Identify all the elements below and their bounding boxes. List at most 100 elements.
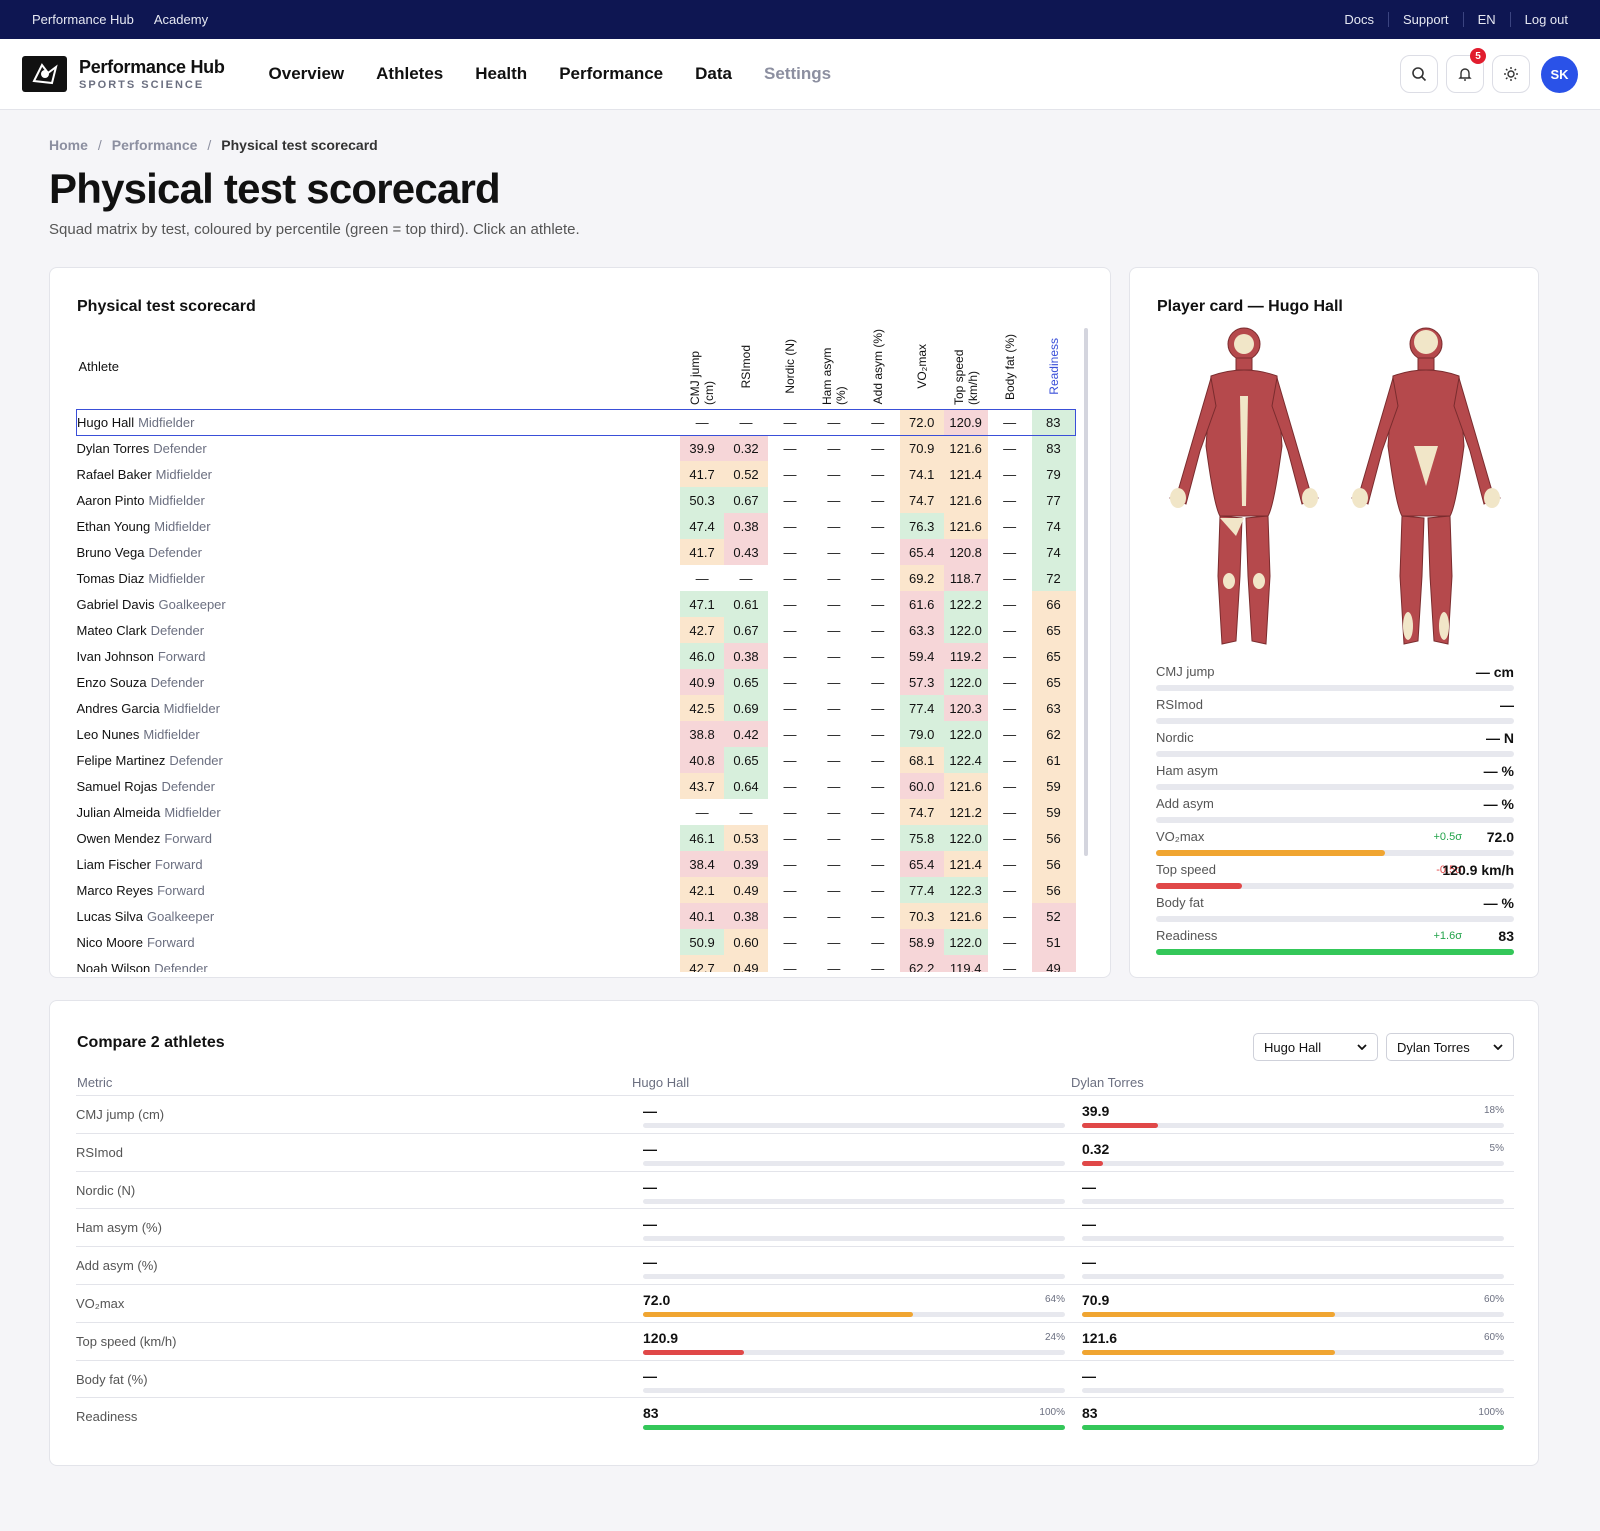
athlete-row[interactable]: Dylan Torres Defender 39.9 0.32— — —70.9 121.6… [77,435,1076,461]
score-cell[interactable]: — [783,648,797,664]
score-cell[interactable]: — [871,804,885,820]
athlete-row[interactable]: Liam Fischer Forward 38.4 0.39— — —65.4 121.4—… [77,851,1076,877]
score-cell[interactable]: 58.9 [899,929,944,955]
score-cell[interactable]: — [1003,778,1017,794]
athlete-row[interactable]: Felipe Martinez Defender 40.8 0.65— — —68.1 12… [77,747,1076,773]
score-cell[interactable]: — [871,830,885,846]
score-cell[interactable]: 62.2 [899,955,944,972]
score-cell[interactable]: — [827,882,841,898]
score-cell[interactable]: 47.4 [680,513,725,539]
athlete-row[interactable]: Leo Nunes Midfielder 38.8 0.42— — —79.0 122.0—… [77,721,1076,747]
score-cell[interactable]: — [871,882,885,898]
score-cell[interactable]: — [1003,908,1017,924]
score-cell[interactable]: — [827,856,841,872]
score-cell[interactable]: 0.53 [724,825,768,851]
score-cell[interactable]: 63 [1031,695,1076,721]
score-cell[interactable]: — [1003,492,1017,508]
score-cell[interactable]: 0.38 [724,513,768,539]
score-cell[interactable]: — [783,882,797,898]
test-column-header[interactable]: Body fat (%) [988,325,1032,409]
athlete-row[interactable]: Nico Moore Forward 50.9 0.60— — —58.9 122.0—51 [77,929,1076,955]
score-cell[interactable]: — [827,934,841,950]
score-cell[interactable]: 121.6 [943,903,988,929]
score-cell[interactable]: — [871,674,885,690]
score-cell[interactable]: — [783,466,797,482]
score-cell[interactable]: 0.49 [724,877,768,903]
score-cell[interactable]: — [695,570,709,586]
score-cell[interactable]: 56 [1031,851,1076,877]
score-cell[interactable]: 56 [1031,877,1076,903]
score-cell[interactable]: 0.32 [724,435,768,461]
score-cell[interactable]: — [871,960,885,973]
athlete-cell[interactable]: Samuel Rojas Defender [77,773,681,799]
score-cell[interactable]: 122.0 [943,721,988,747]
score-cell[interactable]: — [855,408,900,436]
score-cell[interactable]: 50.3 [680,487,725,513]
score-cell[interactable]: — [871,700,885,716]
score-cell[interactable]: — [827,830,841,846]
athlete-cell[interactable]: Andres Garcia Midfielder [77,695,681,721]
score-cell[interactable]: — [1003,596,1017,612]
topbar-link-performance-hub[interactable]: Performance Hub [32,12,134,27]
language-switch[interactable]: EN [1462,12,1510,27]
score-cell[interactable]: 74.7 [899,799,944,825]
athlete-row[interactable]: Andres Garcia Midfielder 42.5 0.69— — —77.4 12… [77,695,1076,721]
score-cell[interactable]: — [783,778,797,794]
score-cell[interactable]: 122.0 [943,929,988,955]
logout-link[interactable]: Log out [1509,12,1568,27]
score-cell[interactable]: 38.4 [680,851,725,877]
score-cell[interactable]: 51 [1031,929,1076,955]
score-cell[interactable]: 60.0 [899,773,944,799]
score-cell[interactable]: — [1003,960,1017,973]
theme-toggle-button[interactable] [1492,55,1530,93]
score-cell[interactable]: — [827,648,841,664]
score-cell[interactable]: 0.61 [724,591,768,617]
athlete-cell[interactable]: Noah Wilson Defender [77,955,681,973]
athlete-row[interactable]: Marco Reyes Forward 42.1 0.49— — —77.4 122.3—5… [77,877,1076,903]
score-cell[interactable]: — [1003,726,1017,742]
score-cell[interactable]: 122.0 [943,669,988,695]
score-cell[interactable]: — [827,804,841,820]
notifications-button[interactable]: 5 [1446,48,1486,93]
athlete-a-select[interactable]: Hugo Hall [1253,1033,1378,1061]
test-column-header[interactable]: Ham asym (%) [812,325,856,409]
score-cell[interactable]: 40.1 [680,903,725,929]
breadcrumb-home[interactable]: Home [49,137,88,153]
athlete-cell[interactable]: Lucas Silva Goalkeeper [77,903,681,929]
score-cell[interactable]: 0.65 [724,669,768,695]
score-cell[interactable]: 76.3 [899,513,944,539]
score-cell[interactable]: — [767,408,812,436]
score-cell[interactable]: 70.3 [899,903,944,929]
athlete-row[interactable]: Noah Wilson Defender 42.7 0.49— — —62.2 119.4—… [77,955,1076,972]
score-cell[interactable]: — [871,934,885,950]
score-cell[interactable]: 0.49 [724,955,768,972]
score-cell[interactable]: — [871,466,885,482]
score-cell[interactable]: 65 [1031,643,1076,669]
score-cell[interactable]: — [871,648,885,664]
score-cell[interactable]: 0.42 [724,721,768,747]
score-cell[interactable]: 61.6 [899,591,944,617]
score-cell[interactable]: 79.0 [899,721,944,747]
test-column-header[interactable]: CMJ jump (cm) [680,325,724,409]
score-cell[interactable]: — [827,596,841,612]
score-cell[interactable]: 59.4 [899,643,944,669]
score-cell[interactable]: — [783,856,797,872]
score-cell[interactable]: 121.4 [943,851,988,877]
test-column-header[interactable]: Add asym (%) [856,325,900,409]
score-cell[interactable]: — [827,466,841,482]
athlete-cell[interactable]: Owen Mendez Forward [77,825,681,851]
score-cell[interactable]: 56 [1031,825,1076,851]
score-cell[interactable]: — [724,408,768,436]
athlete-cell[interactable]: Hugo Hall Midfielder [76,408,681,436]
score-cell[interactable]: 40.8 [680,747,725,773]
athlete-cell[interactable]: Ethan Young Midfielder [77,513,681,539]
score-cell[interactable]: — [871,622,885,638]
score-cell[interactable]: — [827,622,841,638]
score-cell[interactable]: — [1003,622,1017,638]
score-cell[interactable]: 59 [1031,799,1076,825]
athlete-cell[interactable]: Dylan Torres Defender [77,435,681,461]
score-cell[interactable]: — [987,408,1032,436]
score-cell[interactable]: — [783,830,797,846]
nav-athletes[interactable]: Athletes [376,64,444,83]
score-cell[interactable]: — [827,908,841,924]
